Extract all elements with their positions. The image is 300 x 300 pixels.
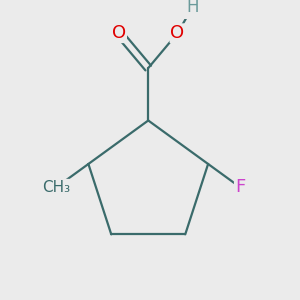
Text: CH₃: CH₃ xyxy=(43,180,70,195)
Text: O: O xyxy=(170,24,184,42)
Text: O: O xyxy=(112,24,126,42)
Text: F: F xyxy=(235,178,245,196)
Text: H: H xyxy=(187,0,199,16)
